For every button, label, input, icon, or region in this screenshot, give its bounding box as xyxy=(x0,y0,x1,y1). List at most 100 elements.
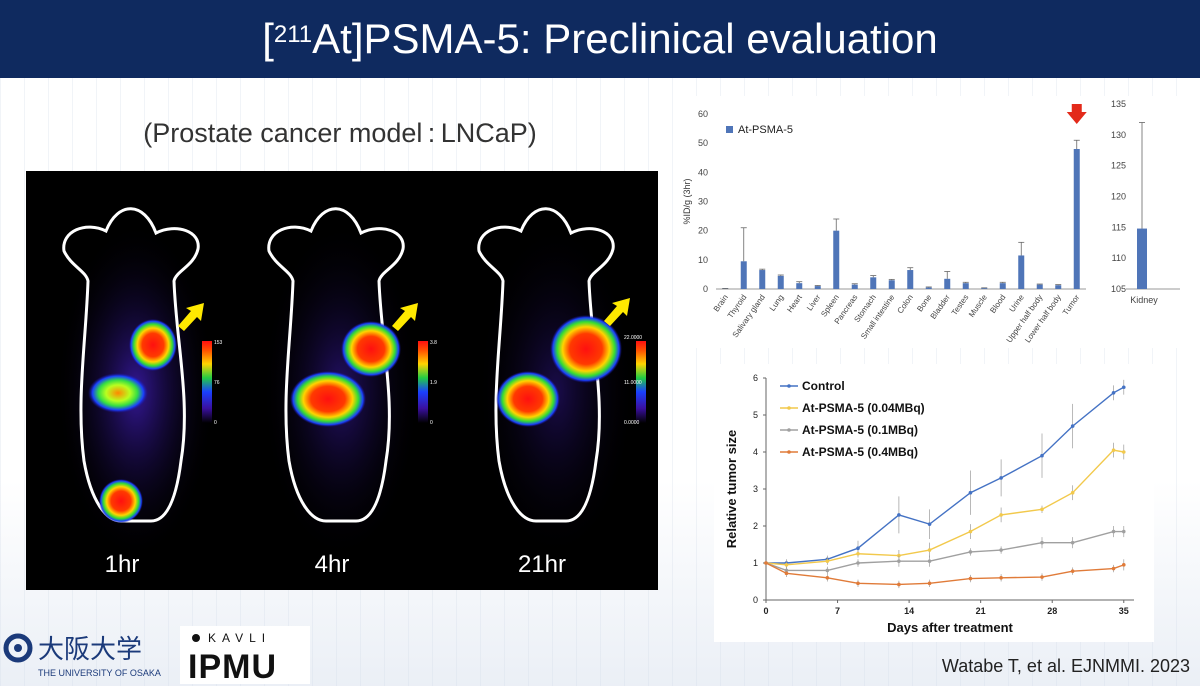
growth-point-0-10 xyxy=(1111,391,1116,395)
kidney-y-tick-1: 110 xyxy=(1112,253,1126,263)
model-subtitle: (Prostate cancer model : LNCaP) xyxy=(143,118,537,148)
title-isotope-number: 211 xyxy=(273,21,313,48)
growth-point-2-5 xyxy=(927,559,932,563)
growth-point-3-4 xyxy=(897,582,901,587)
bio-x-tick-12: Bladder xyxy=(929,293,952,321)
title-prefix: [ xyxy=(262,15,274,62)
growth-legend-label-2: At-PSMA-5 (0.1MBq) xyxy=(802,423,918,437)
growth-point-3-6 xyxy=(968,576,973,581)
growth-series-line-3 xyxy=(765,562,1125,586)
bio-x-tick-15: Blood xyxy=(988,293,1007,315)
bio-bar-5 xyxy=(814,286,821,289)
kidney-y-tick-2: 115 xyxy=(1112,222,1126,232)
kidney-y-tick-0: 105 xyxy=(1111,284,1126,294)
bio-legend-label: At-PSMA-5 xyxy=(738,124,793,136)
kidney-y-tick-6: 135 xyxy=(1111,99,1126,109)
growth-point-2-10 xyxy=(1111,529,1116,534)
bio-bar-3 xyxy=(777,275,784,289)
bio-bar-11 xyxy=(925,287,932,289)
citation: Watabe T, et al. EJNMMI. 2023 xyxy=(941,656,1190,676)
growth-legend-marker-0 xyxy=(787,384,791,388)
bio-x-tick-16: Urine xyxy=(1008,293,1027,314)
bio-y-tick-0: 0 xyxy=(703,284,708,294)
spect-scan-panel: 153 76 0 3.8 1.9 0 22.0000 11.0000 0.000… xyxy=(26,171,658,590)
growth-x-tick-4: 28 xyxy=(1047,606,1057,616)
growth-point-3-11 xyxy=(1121,563,1126,567)
growth-y-tick-6: 6 xyxy=(753,373,758,383)
scale-top-3: 22.0000 xyxy=(624,335,642,341)
timepoint-4hr: 4hr xyxy=(314,551,350,578)
bio-x-tick-3: Lung xyxy=(768,293,786,313)
growth-point-1-11 xyxy=(1121,450,1126,454)
growth-point-2-4 xyxy=(897,559,901,563)
mouse-1hr xyxy=(56,207,216,561)
growth-legend-label-1: At-PSMA-5 (0.04MBq) xyxy=(802,401,925,415)
osaka-logo-en: THE UNIVERSITY OF OSAKA xyxy=(38,668,161,678)
kidney-x-tick: Kidney xyxy=(1130,295,1158,305)
mouse-4hr xyxy=(261,207,428,561)
growth-x-tick-2: 14 xyxy=(904,606,914,616)
growth-point-0-3 xyxy=(856,546,860,550)
growth-point-3-9 xyxy=(1070,569,1075,573)
growth-point-0-9 xyxy=(1070,424,1075,428)
growth-y-tick-4: 4 xyxy=(753,447,758,457)
growth-y-tick-2: 2 xyxy=(753,521,758,531)
bio-bar-17 xyxy=(1036,284,1043,289)
growth-point-1-6 xyxy=(968,529,973,534)
bio-bar-15 xyxy=(999,283,1006,289)
growth-y-label: Relative tumor size xyxy=(724,430,739,549)
growth-point-1-8 xyxy=(1040,507,1044,512)
bio-x-tick-19: Tumor xyxy=(1061,293,1082,317)
bio-x-tick-0: Brain xyxy=(712,293,730,313)
bio-bar-2 xyxy=(759,270,766,289)
growth-point-0-6 xyxy=(968,490,973,495)
bio-bar-13 xyxy=(962,283,969,289)
growth-point-3-5 xyxy=(927,581,932,586)
growth-x-tick-0: 0 xyxy=(763,606,768,616)
bio-y-label: %ID/g (3hr) xyxy=(682,178,692,224)
bio-y-tick-6: 60 xyxy=(698,109,708,119)
bio-y-tick-4: 40 xyxy=(698,167,708,177)
growth-point-0-7 xyxy=(999,476,1003,480)
bio-bar-9 xyxy=(888,280,895,289)
growth-point-1-10 xyxy=(1111,448,1116,452)
kavli-logo-bottom: IPMU xyxy=(188,648,277,684)
osaka-university-logo: 大阪大学 THE UNIVERSITY OF OSAKA xyxy=(0,624,170,684)
bio-bar-4 xyxy=(796,283,803,289)
scale-mid-3: 11.0000 xyxy=(624,380,642,386)
growth-y-tick-1: 1 xyxy=(753,558,758,568)
growth-legend-label-3: At-PSMA-5 (0.4MBq) xyxy=(802,445,918,459)
growth-legend-label-0: Control xyxy=(802,379,845,393)
growth-point-2-2 xyxy=(825,568,830,573)
timepoint-21hr: 21hr xyxy=(517,551,567,578)
bio-x-tick-11: Bone xyxy=(915,293,933,314)
bio-bar-19 xyxy=(1073,149,1080,289)
bio-y-tick-3: 30 xyxy=(698,197,708,207)
growth-point-0-8 xyxy=(1040,453,1044,458)
growth-x-label: Days after treatment xyxy=(887,620,1013,635)
kidney-y-tick-4: 125 xyxy=(1111,161,1126,171)
tumor-highlight-arrow xyxy=(1066,104,1087,124)
bio-x-tick-10: Colon xyxy=(896,293,915,315)
mouse-21hr xyxy=(476,207,646,561)
growth-point-1-9 xyxy=(1070,490,1075,495)
growth-point-3-0 xyxy=(764,561,768,565)
bio-bar-18 xyxy=(1055,285,1062,289)
bio-bar-6 xyxy=(833,230,840,289)
tumor-growth-chart: 0 1 2 3 4 5 6 0 7 14 21 28 35 Days after treatment Rel… xyxy=(724,373,1134,635)
bio-y-tick-1: 10 xyxy=(698,255,708,265)
tumor-growth-chart-panel: 0 1 2 3 4 5 6 0 7 14 21 28 35 Days after treatment Rel… xyxy=(714,364,1154,642)
biodistribution-chart-panel: 0 10 20 30 40 50 60 %ID/g (3hr) Brain Thyroid Sali… xyxy=(676,96,1186,348)
growth-point-3-7 xyxy=(999,576,1003,580)
growth-series-line-1 xyxy=(765,449,1124,566)
growth-point-1-7 xyxy=(999,513,1003,517)
growth-point-2-6 xyxy=(968,550,973,554)
growth-point-3-3 xyxy=(856,581,860,586)
scan-images: 153 76 0 3.8 1.9 0 22.0000 11.0000 0.000… xyxy=(56,207,646,561)
growth-point-2-11 xyxy=(1121,529,1126,534)
bio-bar-12 xyxy=(944,278,951,289)
growth-series-line-2 xyxy=(765,530,1124,572)
growth-point-3-1 xyxy=(784,571,789,576)
kidney-bar xyxy=(1137,228,1147,289)
